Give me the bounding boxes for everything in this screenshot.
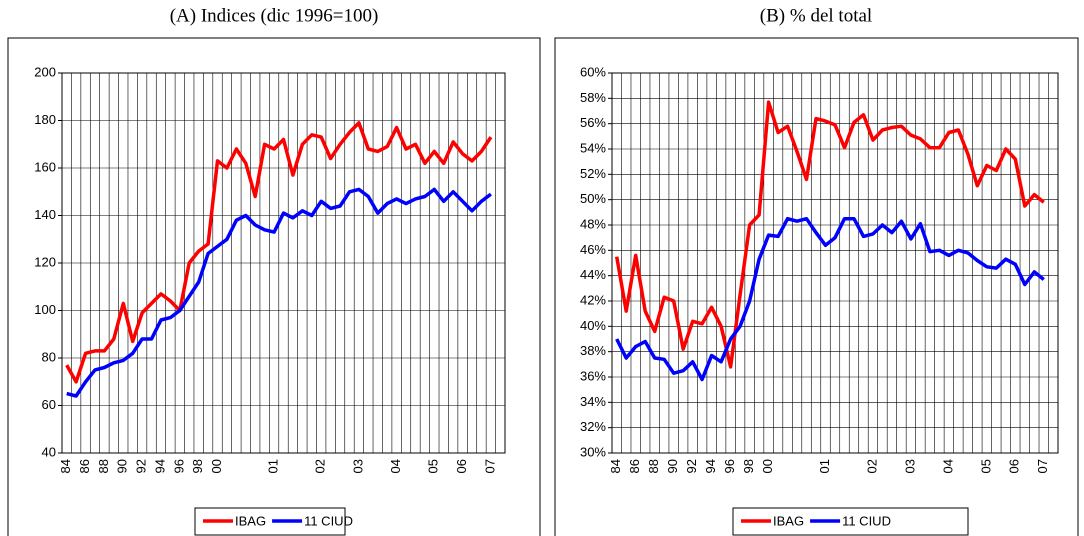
x-tick-label: 05 [426, 459, 441, 473]
chart-title: (B) % del total [760, 5, 872, 26]
legend-label: IBAG [773, 513, 804, 528]
y-tick-label: 50% [580, 191, 606, 206]
x-tick-label: 88 [646, 459, 661, 473]
x-tick-label: 86 [77, 459, 92, 473]
x-tick-label: 07 [482, 459, 497, 473]
x-tick-label: 94 [703, 459, 718, 473]
y-tick-label: 36% [580, 368, 606, 383]
legend-label: 11 CIUD [842, 513, 891, 528]
x-tick-label: 06 [454, 459, 469, 473]
x-tick-label: 03 [902, 459, 917, 473]
x-tick-label: 03 [350, 459, 365, 473]
x-tick-label: 98 [190, 459, 205, 473]
y-tick-label: 140 [34, 207, 56, 222]
y-tick-label: 48% [580, 216, 606, 231]
y-tick-label: 56% [580, 115, 606, 130]
y-tick-label: 60 [42, 397, 56, 412]
legend-label: IBAG [235, 513, 266, 528]
x-tick-label: 90 [665, 459, 680, 473]
y-tick-label: 160 [34, 159, 56, 174]
x-tick-label: 84 [58, 459, 73, 473]
y-tick-label: 38% [580, 343, 606, 358]
x-tick-label: 07 [1035, 459, 1050, 473]
y-tick-label: 44% [580, 267, 606, 282]
series-line [66, 187, 492, 398]
y-tick-label: 80 [42, 349, 56, 364]
legend-box [732, 507, 969, 536]
x-tick-label: 84 [608, 459, 623, 473]
x-tick-label: 02 [864, 459, 879, 473]
x-tick-label: 88 [96, 459, 111, 473]
y-tick-label: 40 [42, 444, 56, 459]
x-tick-label: 96 [171, 459, 186, 473]
y-tick-label: 100 [34, 302, 56, 317]
y-tick-label: 46% [580, 242, 606, 257]
y-tick-label: 58% [580, 90, 606, 105]
series-line [614, 100, 1045, 369]
x-tick-label: 01 [817, 459, 832, 473]
x-tick-label: 90 [115, 459, 130, 473]
y-tick-label: 32% [580, 419, 606, 434]
y-tick-label: 52% [580, 166, 606, 181]
y-tick-label: 42% [580, 292, 606, 307]
plot-border [611, 72, 1059, 454]
x-tick-label: 00 [209, 459, 224, 473]
x-tick-label: 98 [741, 459, 756, 473]
x-tick-label: 02 [313, 459, 328, 473]
x-tick-label: 04 [940, 459, 955, 473]
x-tick-label: 04 [388, 459, 403, 473]
x-tick-label: 96 [722, 459, 737, 473]
y-tick-label: 54% [580, 140, 606, 155]
y-tick-label: 34% [580, 394, 606, 409]
chart-title: (A) Indices (dic 1996=100) [170, 5, 379, 26]
y-tick-label: 30% [580, 444, 606, 459]
series-line [65, 121, 493, 384]
plot-border [61, 72, 506, 454]
series-line [615, 216, 1045, 382]
y-tick-label: 200 [34, 64, 56, 79]
x-tick-label: 86 [627, 459, 642, 473]
x-tick-label: 94 [152, 459, 167, 473]
x-tick-label: 92 [134, 459, 149, 473]
x-tick-label: 00 [760, 459, 775, 473]
y-tick-label: 40% [580, 318, 606, 333]
x-tick-label: 92 [684, 459, 699, 473]
x-tick-label: 06 [1007, 459, 1022, 473]
panel-frame [554, 37, 1079, 536]
x-tick-label: 01 [266, 459, 281, 473]
y-tick-label: 60% [580, 64, 606, 79]
y-tick-label: 180 [34, 112, 56, 127]
x-tick-label: 05 [978, 459, 993, 473]
panel-frame [7, 37, 541, 536]
y-tick-label: 120 [34, 254, 56, 269]
legend-label: 11 CIUD [304, 513, 353, 528]
